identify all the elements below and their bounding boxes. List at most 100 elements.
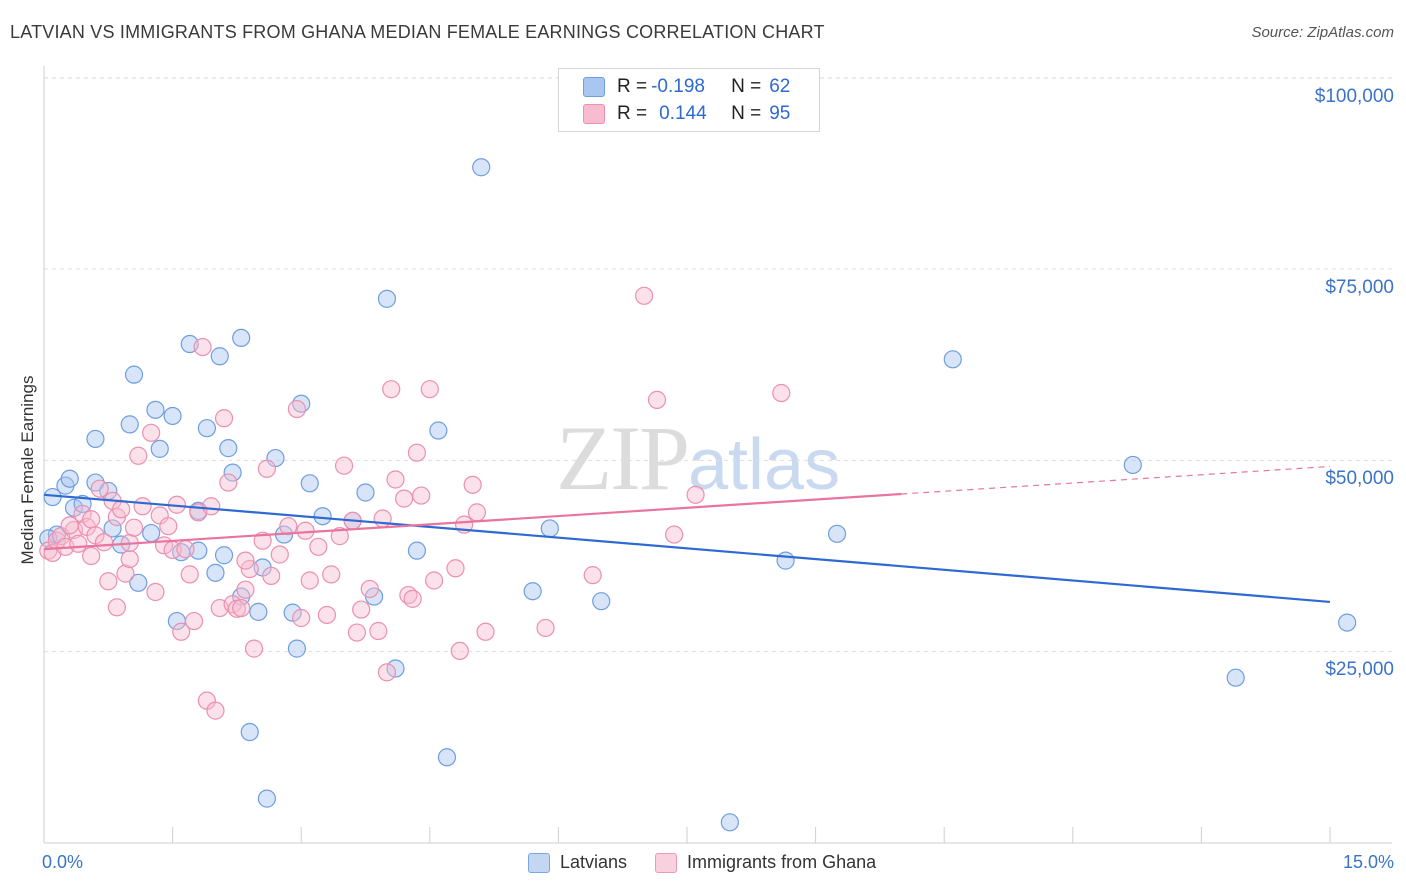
ghana-point xyxy=(377,663,397,682)
x-axis-max-label: 15.0% xyxy=(1342,852,1394,872)
y-tick-label-25000: $25,000 xyxy=(1325,659,1394,680)
legend-n-value: 62 xyxy=(769,76,791,97)
latvian-point xyxy=(124,365,144,384)
ghana-point xyxy=(446,559,465,578)
ghana-point xyxy=(412,486,431,505)
latvian-point xyxy=(129,573,148,592)
ghana-point xyxy=(347,623,367,642)
ghana-point xyxy=(386,470,405,489)
series-legend-label-ghana: Immigrants from Ghana xyxy=(687,852,877,872)
series-legend-swatch-ghana xyxy=(655,852,678,873)
latvian-point xyxy=(60,469,79,488)
series-legend-item-ghana[interactable]: Immigrants from Ghana xyxy=(655,852,876,873)
latvian-point xyxy=(356,483,375,502)
x-axis-min-label: 0.0% xyxy=(42,852,84,872)
ghana-point xyxy=(635,286,654,305)
series-legend-item-latvians[interactable]: Latvians xyxy=(528,852,627,873)
ghana-point xyxy=(382,380,401,399)
legend-r-label: R = xyxy=(617,76,648,97)
ghana-trend-line xyxy=(43,492,902,551)
ghana-point xyxy=(236,551,255,570)
latvian-point xyxy=(257,789,277,808)
ghana-point xyxy=(124,518,144,537)
ghana-point xyxy=(270,545,289,564)
ghana-point xyxy=(352,600,371,619)
latvian-point xyxy=(219,439,238,458)
latvian-point xyxy=(592,592,611,611)
ghana-point xyxy=(287,399,307,419)
ghana-point xyxy=(262,566,281,586)
latvian-point xyxy=(283,603,302,622)
ghana-point xyxy=(476,622,495,641)
ghana-point xyxy=(120,549,139,569)
ghana-point xyxy=(94,533,114,552)
ghana-point xyxy=(420,380,439,399)
latvian-point xyxy=(287,639,307,658)
latvian-point xyxy=(232,328,251,348)
legend-r-label: R = xyxy=(617,103,648,124)
ghana-point xyxy=(309,537,328,556)
latvian-point xyxy=(776,551,795,570)
ghana-point xyxy=(253,531,272,550)
latvian-point xyxy=(472,158,491,177)
latvian-point xyxy=(214,546,234,565)
ghana-point xyxy=(159,517,178,536)
latvian-point xyxy=(377,289,397,308)
latvian-point xyxy=(197,419,216,438)
ghana-point xyxy=(292,608,311,628)
source-label: Source: ZipAtlas.com xyxy=(1251,24,1394,41)
ghana-point xyxy=(244,639,264,658)
ghana-point xyxy=(202,497,221,516)
y-axis-label: Median Female Earnings xyxy=(18,375,37,565)
ghana-point xyxy=(90,479,109,498)
legend-n-label: N = xyxy=(731,103,762,124)
ghana-point xyxy=(424,571,444,590)
ghana-point xyxy=(772,383,791,403)
ghana-point xyxy=(172,622,191,641)
series-legend: Latvians Immigrants from Ghana xyxy=(528,852,904,873)
ghana-point xyxy=(240,559,259,579)
ghana-point xyxy=(296,521,315,540)
latvian-point xyxy=(150,439,169,458)
ghana-point xyxy=(60,516,79,535)
latvian-point xyxy=(437,748,457,767)
ghana-point xyxy=(257,459,277,478)
latvian-point xyxy=(386,659,405,678)
ghana-point xyxy=(112,500,131,519)
latvian-point xyxy=(720,813,739,832)
chart-title: LATVIAN VS IMMIGRANTS FROM GHANA MEDIAN … xyxy=(10,22,825,42)
ghana-point xyxy=(82,510,101,529)
latvian-point xyxy=(210,347,229,366)
latvian-point xyxy=(1123,455,1142,475)
ghana-point xyxy=(129,446,148,465)
legend-row-latvians: R = -0.198 N = 62 xyxy=(583,75,790,99)
latvian-point xyxy=(827,524,847,543)
ghana-point xyxy=(665,525,684,544)
ghana-point xyxy=(133,497,152,516)
ghana-point xyxy=(322,565,341,584)
ghana-point xyxy=(330,527,349,546)
latvian-point xyxy=(249,602,268,621)
latvian-point xyxy=(313,507,332,526)
latvian-point xyxy=(1226,668,1245,687)
legend-r-value: -0.198 xyxy=(651,76,705,97)
ghana-point xyxy=(69,534,88,553)
ghana-point xyxy=(146,582,165,602)
ghana-point xyxy=(450,641,469,661)
latvian-point xyxy=(223,463,242,482)
ghana-point xyxy=(193,337,212,357)
latvian-point xyxy=(103,519,122,538)
legend-swatch-latvians xyxy=(583,77,605,97)
latvian-point xyxy=(523,582,542,601)
latvian-point xyxy=(142,523,161,543)
latvian-point xyxy=(240,722,259,742)
ghana-point xyxy=(647,390,667,409)
latvian-point xyxy=(73,494,92,514)
watermark: ZIPatlas xyxy=(556,405,840,511)
latvian-point xyxy=(1338,613,1357,632)
latvian-point xyxy=(943,350,962,369)
ghana-point xyxy=(463,475,482,494)
ghana-point xyxy=(536,618,555,638)
latvian-point xyxy=(300,474,319,493)
